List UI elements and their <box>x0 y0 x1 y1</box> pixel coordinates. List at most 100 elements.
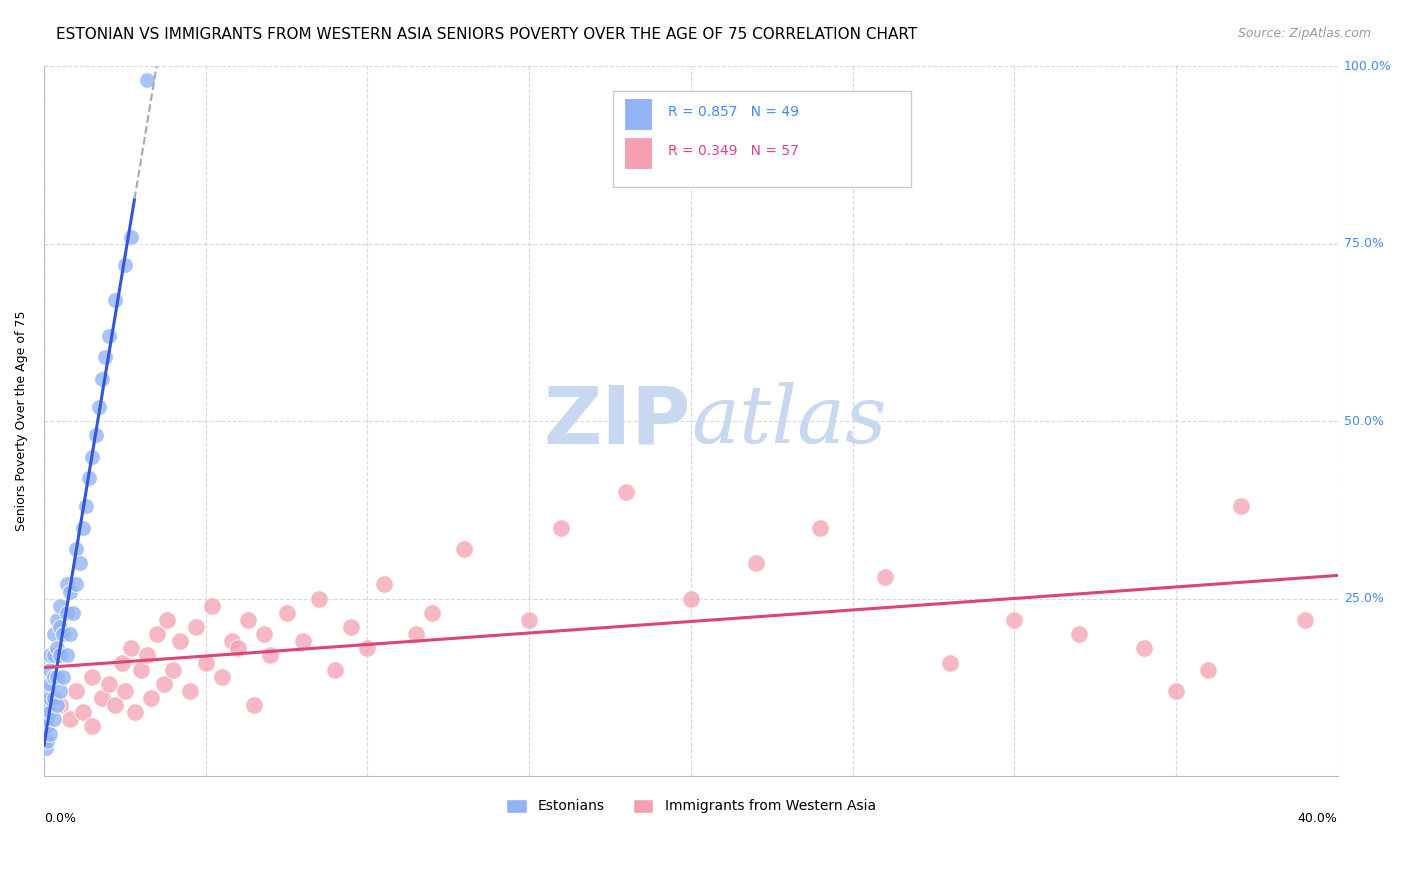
Point <box>614 485 637 500</box>
Point <box>91 371 114 385</box>
Point <box>45 670 67 684</box>
Point <box>152 677 174 691</box>
Text: R = 0.349   N = 57: R = 0.349 N = 57 <box>668 145 799 158</box>
Point <box>110 656 132 670</box>
FancyBboxPatch shape <box>623 98 652 130</box>
Point <box>65 541 87 556</box>
Point <box>42 691 65 706</box>
Point <box>323 663 346 677</box>
Point <box>45 641 67 656</box>
Point <box>39 726 62 740</box>
Point <box>49 648 72 663</box>
Point <box>276 606 298 620</box>
Point <box>1294 613 1316 627</box>
Point <box>77 471 100 485</box>
Point <box>97 677 120 691</box>
Point <box>259 648 281 663</box>
Point <box>1002 613 1025 627</box>
Point <box>453 541 475 556</box>
Point <box>938 656 960 670</box>
Point <box>59 712 82 726</box>
Point <box>65 577 87 591</box>
Point <box>114 684 136 698</box>
Point <box>37 719 59 733</box>
Point <box>236 613 259 627</box>
Point <box>194 656 217 670</box>
Point <box>226 641 249 656</box>
Text: 40.0%: 40.0% <box>1298 812 1337 824</box>
Legend: Estonians, Immigrants from Western Asia: Estonians, Immigrants from Western Asia <box>501 793 882 819</box>
Text: 0.0%: 0.0% <box>44 812 76 824</box>
Point <box>62 606 84 620</box>
Point <box>82 450 104 464</box>
Point <box>744 556 766 570</box>
Point <box>1164 684 1187 698</box>
Point <box>42 648 65 663</box>
Point <box>136 648 159 663</box>
Point <box>45 698 67 713</box>
Point <box>120 229 142 244</box>
Text: 100.0%: 100.0% <box>1344 60 1392 72</box>
Point <box>82 670 104 684</box>
Point <box>104 698 127 713</box>
Point <box>253 627 276 641</box>
Point <box>356 641 378 656</box>
Point <box>39 705 62 719</box>
Point <box>39 648 62 663</box>
Point <box>52 627 75 641</box>
Point <box>55 648 77 663</box>
Text: R = 0.857   N = 49: R = 0.857 N = 49 <box>668 105 799 120</box>
Point <box>291 634 314 648</box>
Point <box>124 705 146 719</box>
Point <box>84 428 107 442</box>
Point <box>146 627 169 641</box>
Point <box>72 705 94 719</box>
Point <box>221 634 243 648</box>
Text: 50.0%: 50.0% <box>1344 415 1384 427</box>
Point <box>39 677 62 691</box>
Point <box>139 691 162 706</box>
Point <box>184 620 207 634</box>
Point <box>37 684 59 698</box>
Point <box>873 570 896 584</box>
Point <box>114 258 136 272</box>
Point <box>211 670 233 684</box>
Point <box>87 400 110 414</box>
Point <box>42 712 65 726</box>
Point <box>679 591 702 606</box>
Point <box>49 620 72 634</box>
Point <box>82 719 104 733</box>
Point <box>39 663 62 677</box>
Text: Source: ZipAtlas.com: Source: ZipAtlas.com <box>1237 27 1371 40</box>
Point <box>1229 500 1251 514</box>
Point <box>49 599 72 613</box>
Point <box>72 521 94 535</box>
Point <box>340 620 363 634</box>
Point <box>1132 641 1154 656</box>
Point <box>129 663 152 677</box>
Point <box>49 698 72 713</box>
Point <box>34 740 56 755</box>
Point <box>308 591 330 606</box>
Point <box>42 627 65 641</box>
Point <box>37 698 59 713</box>
Point <box>104 293 127 308</box>
Point <box>97 329 120 343</box>
Point <box>42 670 65 684</box>
Point <box>550 521 572 535</box>
FancyBboxPatch shape <box>613 91 911 186</box>
Text: 25.0%: 25.0% <box>1344 592 1384 605</box>
Y-axis label: Seniors Poverty Over the Age of 75: Seniors Poverty Over the Age of 75 <box>15 311 28 532</box>
Point <box>162 663 184 677</box>
Point <box>52 670 75 684</box>
Point <box>69 556 91 570</box>
Text: ESTONIAN VS IMMIGRANTS FROM WESTERN ASIA SENIORS POVERTY OVER THE AGE OF 75 CORR: ESTONIAN VS IMMIGRANTS FROM WESTERN ASIA… <box>56 27 918 42</box>
Point <box>517 613 540 627</box>
Point <box>243 698 266 713</box>
Point <box>75 500 97 514</box>
Point <box>65 684 87 698</box>
Point <box>156 613 179 627</box>
Point <box>59 627 82 641</box>
Point <box>179 684 201 698</box>
Point <box>420 606 443 620</box>
